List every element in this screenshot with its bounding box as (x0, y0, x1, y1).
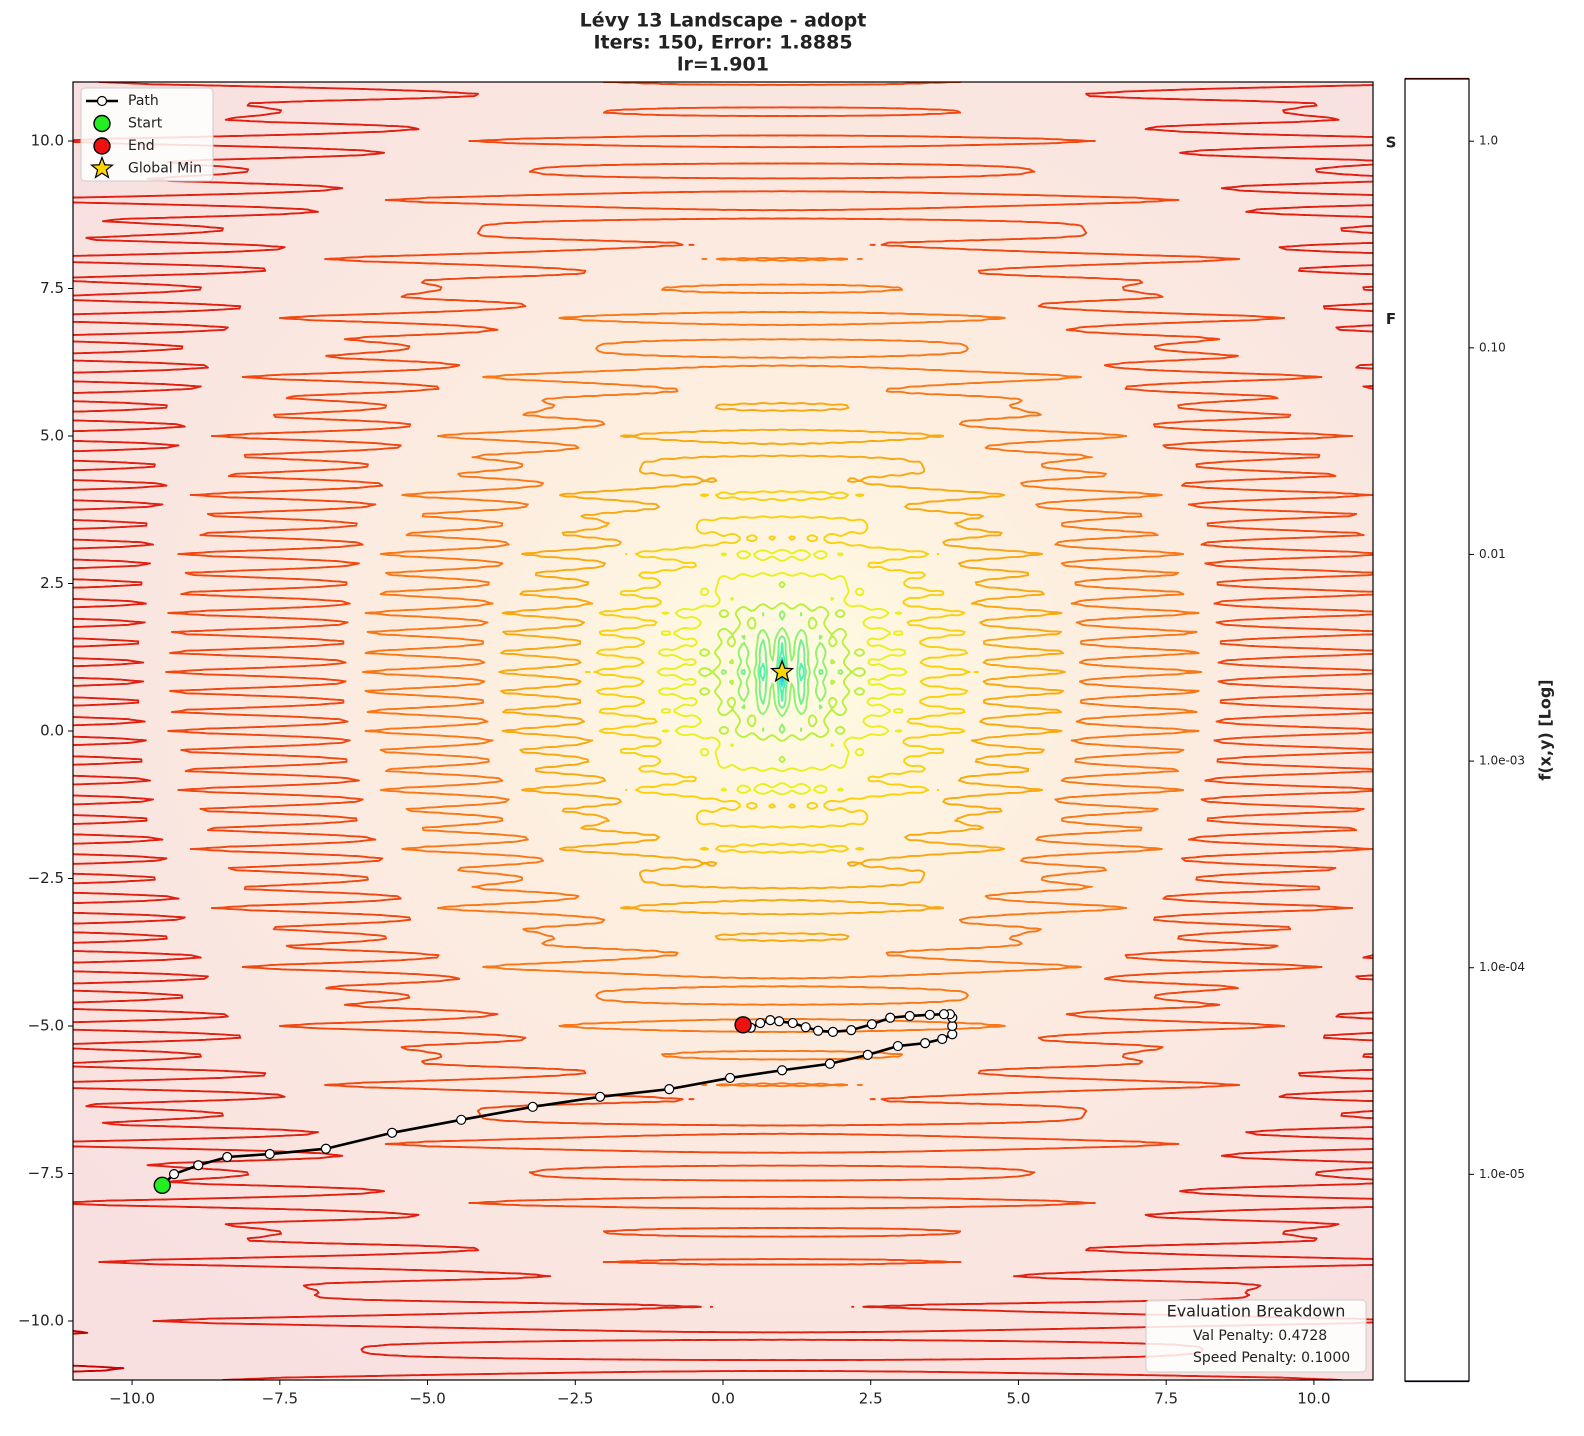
path-point (827, 1026, 839, 1038)
path-point (904, 1010, 915, 1022)
legend-label: Global Min (128, 161, 202, 177)
x-tick-label: −10.0 (109, 1390, 155, 1408)
chart-title: Lévy 13 Landscape - adopt (580, 10, 867, 32)
path-point (386, 1127, 398, 1138)
path-point (892, 1040, 904, 1052)
contour-line (498, 401, 1066, 943)
colorbar-tick-label: 0.10 (1479, 340, 1506, 354)
contour-line (362, 256, 1203, 1088)
colorbar-marker-label: F (1386, 310, 1396, 328)
legend-label: Path (128, 93, 159, 109)
path-point (320, 1143, 332, 1154)
y-tick-label: −10.0 (18, 1312, 64, 1330)
legend-label: End (128, 138, 155, 154)
contour-line (740, 635, 824, 709)
x-tick-label: 10.0 (1297, 1390, 1330, 1408)
path-point (594, 1091, 606, 1102)
colorbar-marker-label: S (1386, 134, 1397, 152)
y-tick-label: 0.0 (40, 722, 64, 740)
colorbar-tick-label: 1.0e-03 (1479, 754, 1525, 768)
path-point (765, 1014, 776, 1026)
global-min-marker (770, 659, 795, 683)
path-point (938, 1009, 950, 1020)
legend-marker (93, 114, 111, 133)
annotation-box (1145, 1299, 1367, 1373)
path-point (800, 1022, 811, 1033)
y-tick-label: −2.5 (28, 869, 64, 887)
colorbar-tick-label: 1.0e-05 (1479, 1167, 1525, 1181)
path-point (919, 1038, 931, 1049)
path-point (813, 1025, 824, 1036)
path-point (862, 1049, 873, 1061)
legend-marker (93, 137, 111, 155)
y-tick-label: 5.0 (40, 427, 64, 445)
path-point (222, 1151, 233, 1163)
path-point (456, 1114, 467, 1125)
x-tick-label: 2.5 (859, 1390, 883, 1408)
path-point (527, 1101, 538, 1112)
path-point (824, 1058, 836, 1069)
colorbar-frame (1404, 78, 1470, 1382)
path-point (664, 1084, 675, 1095)
colorbar-tick-label: 0.01 (1479, 547, 1506, 561)
y-tick-label: 2.5 (40, 574, 64, 592)
point-marker (153, 1176, 171, 1195)
path-point (168, 1168, 180, 1180)
path-point (774, 1016, 785, 1027)
path-point (787, 1017, 798, 1029)
path-point (937, 1033, 948, 1045)
contour-line (720, 610, 844, 734)
contour-line (656, 548, 908, 796)
y-tick-label: 7.5 (40, 279, 64, 297)
legend-box (80, 87, 214, 182)
colorbar-tick-label: 1.0 (1479, 134, 1498, 148)
annotation-line: Val Penalty: 0.4728 (1193, 1328, 1327, 1344)
colorbar-label: f(x,y) [Log] (1536, 679, 1555, 780)
x-tick-label: −5.0 (409, 1390, 445, 1408)
x-tick-label: 5.0 (1007, 1390, 1031, 1408)
path-point (264, 1148, 275, 1160)
chart-title: Iters: 150, Error: 1.8885 (593, 32, 852, 54)
contour-line (584, 490, 980, 854)
x-tick-label: −2.5 (557, 1390, 593, 1408)
path-point (866, 1019, 878, 1030)
point-marker (734, 1016, 752, 1034)
path-point (924, 1009, 935, 1020)
contours (73, 82, 1373, 1380)
contour-line (165, 82, 1373, 1266)
legend-marker (96, 95, 108, 107)
contour-line (73, 1329, 125, 1373)
path-point (776, 1065, 788, 1076)
annotation-title: Evaluation Breakdown (1167, 1302, 1346, 1321)
colorbar-tick-label: 1.0e-04 (1479, 960, 1525, 974)
x-tick-label: −7.5 (262, 1390, 298, 1408)
path-point (755, 1017, 766, 1029)
legend-marker (89, 155, 115, 179)
chart-title: lr=1.901 (677, 54, 769, 76)
annotation-line: Speed Penalty: 0.1000 (1193, 1350, 1350, 1366)
y-tick-label: −7.5 (28, 1164, 64, 1182)
contour-line (759, 642, 805, 702)
path-point (947, 1020, 958, 1032)
path-point (885, 1012, 896, 1023)
y-tick-label: 10.0 (31, 132, 64, 150)
path-point (846, 1025, 857, 1036)
path-point (724, 1072, 736, 1084)
x-tick-label: 0.0 (711, 1390, 735, 1408)
plot-frame (72, 81, 1374, 1381)
path-point (193, 1160, 204, 1171)
path-point (947, 1029, 958, 1040)
x-tick-label: 7.5 (1154, 1390, 1178, 1408)
y-tick-label: −5.0 (28, 1017, 64, 1035)
legend-label: Start (128, 116, 163, 132)
contour-line (697, 581, 867, 763)
